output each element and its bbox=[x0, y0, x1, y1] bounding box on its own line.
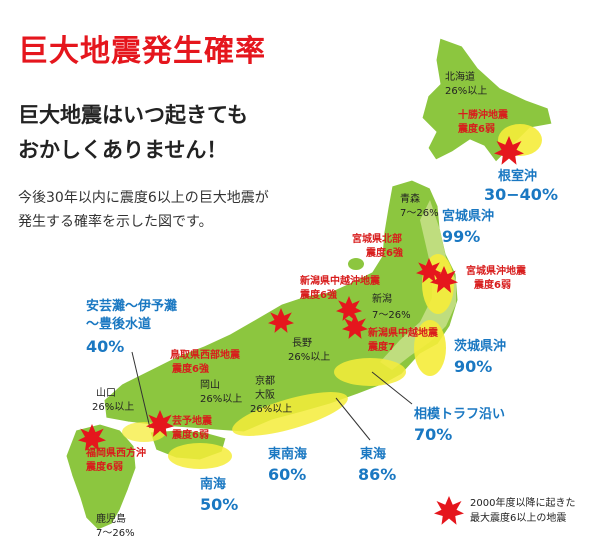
quake-niigata-chuetsu-oki-intensity: 震度6強 bbox=[300, 288, 337, 301]
region-aomori-prob: 7〜26% bbox=[400, 208, 439, 219]
zone-ibaraki-prob: 90% bbox=[454, 357, 492, 376]
description-line2: 発生する確率を示した図です。 bbox=[18, 214, 213, 230]
quake-tokachi-intensity: 震度6弱 bbox=[458, 122, 495, 135]
quake-tottori-west-name: 鳥取県西部地震 bbox=[170, 348, 241, 361]
region-kyoto-name: 京都 bbox=[255, 374, 275, 387]
quake-miyagi-offshore-intensity: 震度6弱 bbox=[474, 278, 511, 291]
zone-tokai-prob: 86% bbox=[358, 465, 396, 484]
quake-niigata-chuetsu-intensity: 震度7 bbox=[368, 340, 395, 353]
region-kyoto-osaka-prob: 26%以上 bbox=[250, 403, 292, 415]
zone-tonankai-prob: 60% bbox=[268, 465, 306, 484]
zone-miyagi-name: 宮城県沖 bbox=[442, 208, 494, 224]
region-nagano-prob: 26%以上 bbox=[288, 351, 330, 363]
zone-sagami-name: 相模トラフ沿い bbox=[414, 406, 505, 422]
headline: 巨大地震はいつ起きても おかしくありません！ bbox=[18, 98, 338, 168]
pointer-sagami bbox=[371, 371, 413, 405]
zone-akinada-name-line2: 〜豊後水道 bbox=[86, 316, 151, 332]
sado-island bbox=[348, 258, 364, 270]
region-okayama-name: 岡山 bbox=[200, 379, 220, 391]
zone-akinada-prob: 40% bbox=[86, 337, 124, 356]
quake-geiyo-name: 芸予地震 bbox=[172, 414, 213, 427]
zone-tokai-sagami-shape bbox=[334, 358, 406, 386]
zone-tonankai-name: 東南海 bbox=[268, 446, 307, 462]
quake-miyagi-offshore-name: 宮城県沖地震 bbox=[466, 264, 527, 277]
description: 今後30年以内に震度6以上の巨大地震が 発生する確率を示した図です。 bbox=[18, 186, 338, 234]
zone-nankai-name: 南海 bbox=[200, 476, 226, 492]
description-line1: 今後30年以内に震度6以上の巨大地震が bbox=[18, 190, 269, 206]
quake-tokachi-name: 十勝沖地震 bbox=[458, 108, 509, 121]
quake-fukuoka-west-name: 福岡県西方沖 bbox=[85, 446, 146, 459]
zone-miyagi-prob: 99% bbox=[442, 227, 480, 246]
region-osaka-name: 大阪 bbox=[255, 388, 275, 401]
region-kagoshima-name: 鹿児島 bbox=[96, 512, 126, 525]
headline-line1: 巨大地震はいつ起きても bbox=[18, 103, 248, 127]
region-hokkaido-name: 北海道 bbox=[445, 70, 475, 83]
legend-line1: 2000年度以降に起きた bbox=[470, 498, 576, 509]
region-okayama-prob: 26%以上 bbox=[200, 393, 242, 405]
region-niigata-prob: 7〜26% bbox=[372, 310, 411, 321]
quake-miyagi-north-name: 宮城県北部 bbox=[352, 232, 402, 245]
zone-sagami-prob: 70% bbox=[414, 425, 452, 444]
zone-tonankai-shape bbox=[232, 392, 348, 436]
zone-nankai-shape bbox=[168, 443, 232, 469]
page-title: 巨大地震発生確率 bbox=[18, 34, 266, 69]
legend-line2: 最大震度6以上の地震 bbox=[470, 513, 567, 524]
legend-quake-icon bbox=[434, 496, 464, 525]
pointer-tokai bbox=[335, 397, 371, 441]
zone-akinada-name-line1: 安芸灘〜伊予灘 bbox=[86, 298, 177, 314]
pointer-akinada bbox=[131, 351, 151, 429]
legend: 2000年度以降に起きた 最大震度6以上の地震 bbox=[470, 496, 600, 526]
region-nagano-name: 長野 bbox=[292, 337, 312, 349]
region-niigata-name: 新潟 bbox=[372, 292, 392, 305]
region-aomori-name: 青森 bbox=[400, 192, 420, 205]
zone-nemuro-prob: 30−40% bbox=[484, 185, 558, 204]
quake-geiyo-intensity: 震度6弱 bbox=[172, 428, 209, 441]
quake-tottori-west-intensity: 震度6強 bbox=[172, 362, 209, 375]
zone-nemuro-name: 根室沖 bbox=[498, 168, 537, 184]
zone-nankai-prob: 50% bbox=[200, 495, 238, 514]
region-hokkaido-prob: 26%以上 bbox=[445, 85, 487, 97]
quake-fukuoka-west-intensity: 震度6弱 bbox=[86, 460, 123, 473]
zone-tokai-name: 東海 bbox=[360, 446, 386, 462]
zone-ibaraki-name: 茨城県沖 bbox=[454, 338, 506, 354]
headline-line2: おかしくありません！ bbox=[18, 138, 228, 162]
quake-niigata-chuetsu-oki-name: 新潟県中越沖地震 bbox=[300, 274, 381, 287]
region-yamaguchi-prob: 26%以上 bbox=[92, 401, 134, 413]
quake-niigata-chuetsu-name: 新潟県中越地震 bbox=[368, 326, 439, 339]
zone-ibaraki-shape bbox=[414, 320, 446, 376]
quake-miyagi-north-intensity: 震度6強 bbox=[366, 246, 403, 259]
region-kagoshima-prob: 7〜26% bbox=[96, 528, 135, 539]
region-yamaguchi-name: 山口 bbox=[96, 387, 116, 399]
